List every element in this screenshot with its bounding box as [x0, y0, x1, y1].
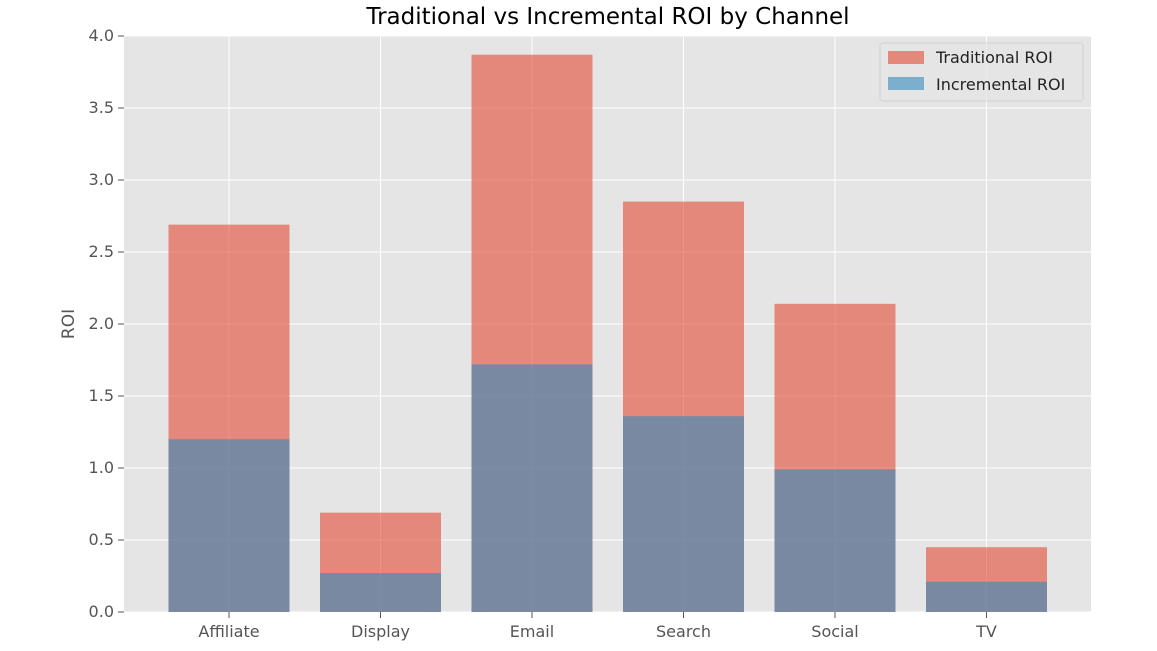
- incremental-roi-bar-search: [623, 416, 744, 612]
- x-axis-ticks: Affiliate Display Email Search Social TV: [198, 612, 997, 641]
- y-axis-label: ROI: [59, 309, 79, 339]
- y-tick-label: 2.5: [89, 242, 114, 261]
- incremental-roi-bars: [168, 364, 1047, 612]
- incremental-roi-bar-tv: [926, 581, 1047, 612]
- y-tick-label: 4.0: [89, 26, 114, 45]
- y-tick-label: 1.0: [89, 458, 114, 477]
- y-tick-label: 2.0: [89, 314, 114, 333]
- incremental-roi-bar-affiliate: [168, 439, 290, 612]
- legend-swatch-traditional-roi: [888, 51, 924, 64]
- legend-swatch-incremental-roi: [888, 77, 924, 90]
- y-axis-ticks: 0.0 0.5 1.0 1.5 2.0 2.5 3.0 3.5 4.0: [89, 26, 124, 621]
- incremental-roi-bar-social: [774, 469, 896, 612]
- legend: Traditional ROI Incremental ROI: [879, 42, 1084, 102]
- chart-title: Traditional vs Incremental ROI by Channe…: [365, 4, 849, 30]
- incremental-roi-bar-display: [320, 573, 441, 612]
- y-tick-label: 3.5: [89, 98, 114, 117]
- legend-label-incremental-roi: Incremental ROI: [936, 75, 1065, 94]
- legend-box: [879, 42, 1084, 102]
- x-tick-label-email: Email: [510, 622, 554, 641]
- x-tick-label-affiliate: Affiliate: [198, 622, 259, 641]
- incremental-roi-bar-email: [471, 364, 593, 612]
- y-tick-label: 1.5: [89, 386, 114, 405]
- x-tick-label-display: Display: [351, 622, 410, 641]
- legend-label-traditional-roi: Traditional ROI: [935, 48, 1053, 67]
- y-tick-label: 0.0: [89, 602, 114, 621]
- x-tick-label-tv: TV: [975, 622, 997, 641]
- y-tick-label: 0.5: [89, 530, 114, 549]
- x-tick-label-social: Social: [811, 622, 858, 641]
- x-tick-label-search: Search: [656, 622, 711, 641]
- y-tick-label: 3.0: [89, 170, 114, 189]
